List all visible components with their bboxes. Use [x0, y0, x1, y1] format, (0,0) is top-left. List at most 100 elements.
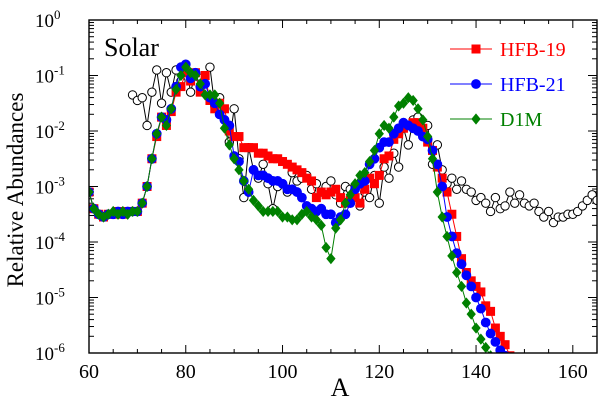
- data-point-hfb-21: [485, 328, 496, 339]
- data-point-hfb-19: [200, 71, 210, 80]
- y-tick-label: 10-2: [35, 118, 65, 143]
- data-point-hfb-19: [495, 331, 505, 341]
- data-point-d1m: [302, 205, 312, 218]
- data-point-solar: [466, 187, 476, 197]
- data-point-d1m: [176, 69, 186, 82]
- data-point-solar: [326, 176, 336, 186]
- data-point-hfb-21: [384, 137, 394, 148]
- data-point-d1m: [442, 230, 452, 243]
- data-point-d1m: [384, 122, 394, 134]
- data-point-solar: [490, 192, 501, 203]
- x-tick-label: 100: [268, 361, 298, 383]
- data-point-solar: [161, 68, 172, 78]
- data-point-d1m: [476, 333, 486, 345]
- data-point-d1m: [171, 83, 181, 95]
- data-point-hfb-19: [369, 179, 379, 189]
- data-point-d1m: [360, 167, 370, 179]
- data-point-d1m: [253, 200, 263, 212]
- data-point-d1m: [152, 128, 162, 140]
- data-point-d1m: [292, 214, 302, 226]
- y-tick-label: 100: [35, 7, 61, 32]
- data-point-d1m: [345, 189, 355, 201]
- data-point-d1m: [326, 253, 336, 265]
- data-point-d1m: [369, 144, 380, 157]
- legend-marker: [471, 113, 481, 125]
- data-point-d1m: [418, 114, 428, 126]
- data-point-d1m: [137, 197, 147, 209]
- data-point-solar: [142, 120, 152, 131]
- data-point-d1m: [447, 250, 457, 262]
- data-point-solar: [137, 93, 147, 103]
- x-tick-label: 60: [79, 361, 99, 383]
- data-point-solar: [500, 201, 510, 211]
- data-point-d1m: [142, 180, 152, 193]
- y-tick-label: 10-3: [35, 174, 65, 199]
- data-point-d1m: [282, 211, 293, 223]
- x-axis-label: A: [331, 373, 350, 401]
- data-point-hfb-19: [374, 170, 384, 180]
- data-point-hfb-19: [384, 151, 394, 161]
- data-point-hfb-21: [471, 292, 481, 303]
- data-point-d1m: [331, 222, 341, 234]
- data-point-hfb-21: [437, 181, 448, 192]
- data-point-d1m: [248, 194, 259, 206]
- data-point-solar: [374, 198, 384, 208]
- data-point-hfb-21: [480, 317, 491, 328]
- data-point-solar: [229, 104, 239, 114]
- data-point-d1m: [147, 153, 157, 165]
- data-point-solar: [185, 87, 196, 97]
- legend-entry-hfb-21: HFB-21: [450, 74, 566, 96]
- data-point-hfb-19: [248, 143, 258, 153]
- data-point-hfb-19: [297, 168, 307, 178]
- data-point-d1m: [210, 89, 220, 101]
- data-point-solar: [543, 206, 554, 217]
- data-point-hfb-19: [486, 306, 496, 316]
- data-point-hfb-19: [355, 198, 365, 208]
- plot-frame: [88, 19, 598, 354]
- data-point-d1m: [316, 219, 326, 231]
- data-point-d1m: [306, 211, 317, 223]
- data-point-d1m: [239, 175, 249, 187]
- data-point-d1m: [190, 69, 201, 82]
- x-tick-label: 80: [176, 361, 196, 383]
- data-point-solar: [456, 176, 467, 186]
- data-point-solar: [529, 198, 539, 208]
- data-point-d1m: [481, 341, 491, 353]
- series-layer: [89, 59, 597, 353]
- data-point-solar: [384, 173, 394, 183]
- y-axis-label: Relative Abundances: [3, 93, 28, 288]
- data-point-d1m: [350, 178, 360, 190]
- legend-entry-hfb-19: HFB-19: [450, 39, 566, 61]
- solar-annotation: Solar: [104, 33, 159, 62]
- data-point-d1m: [471, 322, 481, 334]
- data-point-d1m: [89, 186, 94, 198]
- data-point-d1m: [161, 119, 172, 132]
- y-tick-label: 10-6: [35, 340, 65, 365]
- series-d1m: [89, 61, 493, 353]
- data-point-d1m: [408, 94, 418, 107]
- data-point-hfb-21: [456, 259, 467, 270]
- data-point-d1m: [340, 197, 351, 209]
- data-point-solar: [393, 162, 404, 172]
- data-point-solar: [485, 206, 496, 217]
- data-point-d1m: [273, 205, 283, 218]
- data-point-hfb-21: [296, 192, 307, 203]
- data-point-d1m: [461, 297, 472, 309]
- data-point-hfb-19: [307, 176, 317, 186]
- x-tick-label: 120: [364, 361, 394, 383]
- data-point-solar: [156, 98, 167, 108]
- data-point-d1m: [166, 103, 176, 115]
- y-tick-label: 10-4: [35, 229, 65, 254]
- data-point-d1m: [229, 153, 239, 165]
- data-point-d1m: [423, 130, 433, 143]
- data-point-hfb-19: [311, 193, 321, 203]
- data-point-d1m: [195, 78, 205, 90]
- data-point-d1m: [224, 139, 234, 151]
- data-point-d1m: [374, 128, 384, 140]
- data-point-solar: [514, 190, 525, 200]
- legend: HFB-19 HFB-21 D1M: [450, 39, 566, 131]
- data-point-d1m: [427, 153, 438, 165]
- y-tick-label: 10-1: [35, 63, 65, 88]
- data-point-hfb-21: [326, 209, 336, 220]
